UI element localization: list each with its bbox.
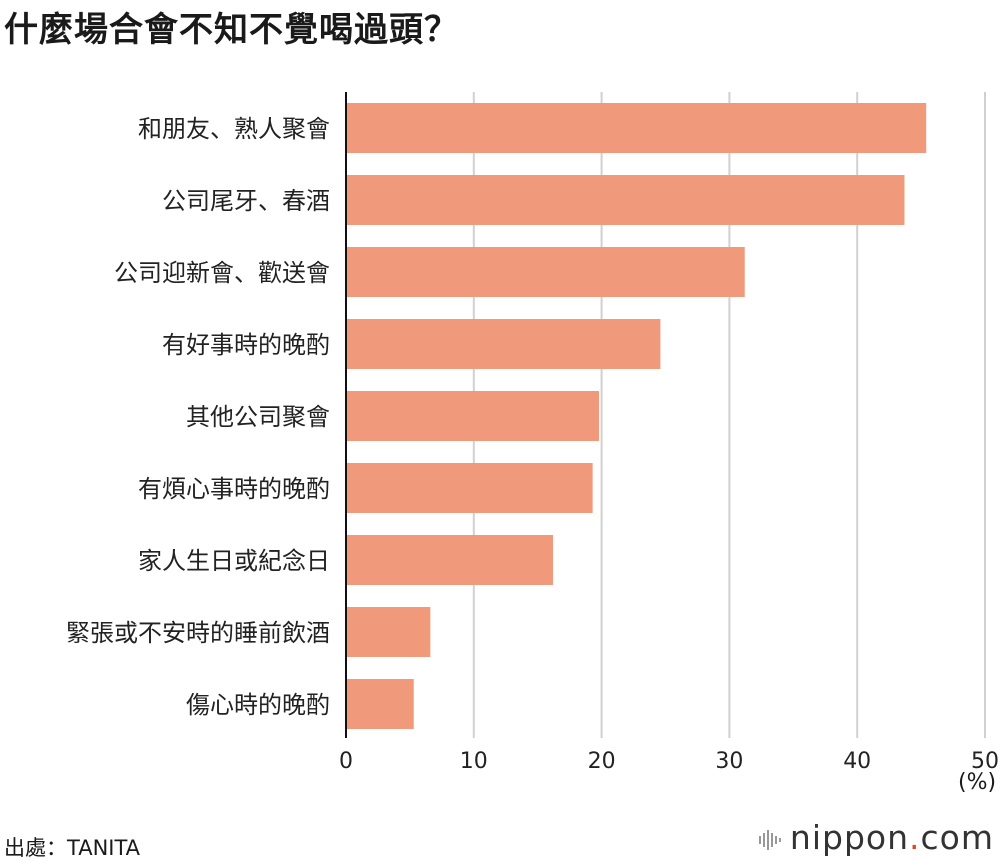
category-label: 公司迎新會、歡送會 — [114, 259, 330, 287]
brand-logo: nippon.com — [758, 818, 994, 857]
category-label: 緊張或不安時的睡前飲酒 — [66, 619, 330, 647]
category-label: 傷心時的晚酌 — [186, 691, 330, 719]
bar-1 — [346, 175, 905, 225]
source-note: 出處：TANITA — [4, 836, 141, 860]
x-tick-label: 50 — [971, 749, 999, 774]
brand-name: nippon — [789, 818, 910, 857]
brand-suffix: com — [920, 818, 994, 857]
x-tick-label: 40 — [843, 749, 871, 774]
category-label: 公司尾牙、春酒 — [162, 187, 330, 215]
category-label: 其他公司聚會 — [186, 403, 330, 431]
brand-waveform-icon — [758, 829, 781, 850]
bar-4 — [346, 391, 600, 441]
chart-title: 什麼場合會不知不覺喝過頭？ — [4, 10, 459, 50]
bar-7 — [346, 607, 431, 657]
bars-group — [346, 103, 927, 729]
bar-5 — [346, 463, 593, 513]
bar-2 — [346, 247, 745, 297]
bar-0 — [346, 103, 927, 153]
category-label: 家人生日或紀念日 — [138, 547, 330, 575]
x-tick-label: 20 — [588, 749, 616, 774]
category-labels: 和朋友、熟人聚會公司尾牙、春酒公司迎新會、歡送會有好事時的晚酌其他公司聚會有煩心… — [66, 115, 330, 719]
bar-3 — [346, 319, 661, 369]
bar-6 — [346, 535, 554, 585]
category-label: 有煩心事時的晚酌 — [138, 475, 330, 503]
x-tick-label: 30 — [715, 749, 743, 774]
x-tick-label: 0 — [339, 749, 353, 774]
bar-8 — [346, 679, 414, 729]
tick-labels: 0 10 20 30 40 50 — [339, 749, 999, 774]
axis-unit: (%) — [958, 770, 997, 795]
brand-dot: . — [909, 818, 921, 857]
x-tick-label: 10 — [460, 749, 488, 774]
category-label: 有好事時的晚酌 — [162, 331, 330, 359]
category-label: 和朋友、熟人聚會 — [138, 115, 330, 143]
